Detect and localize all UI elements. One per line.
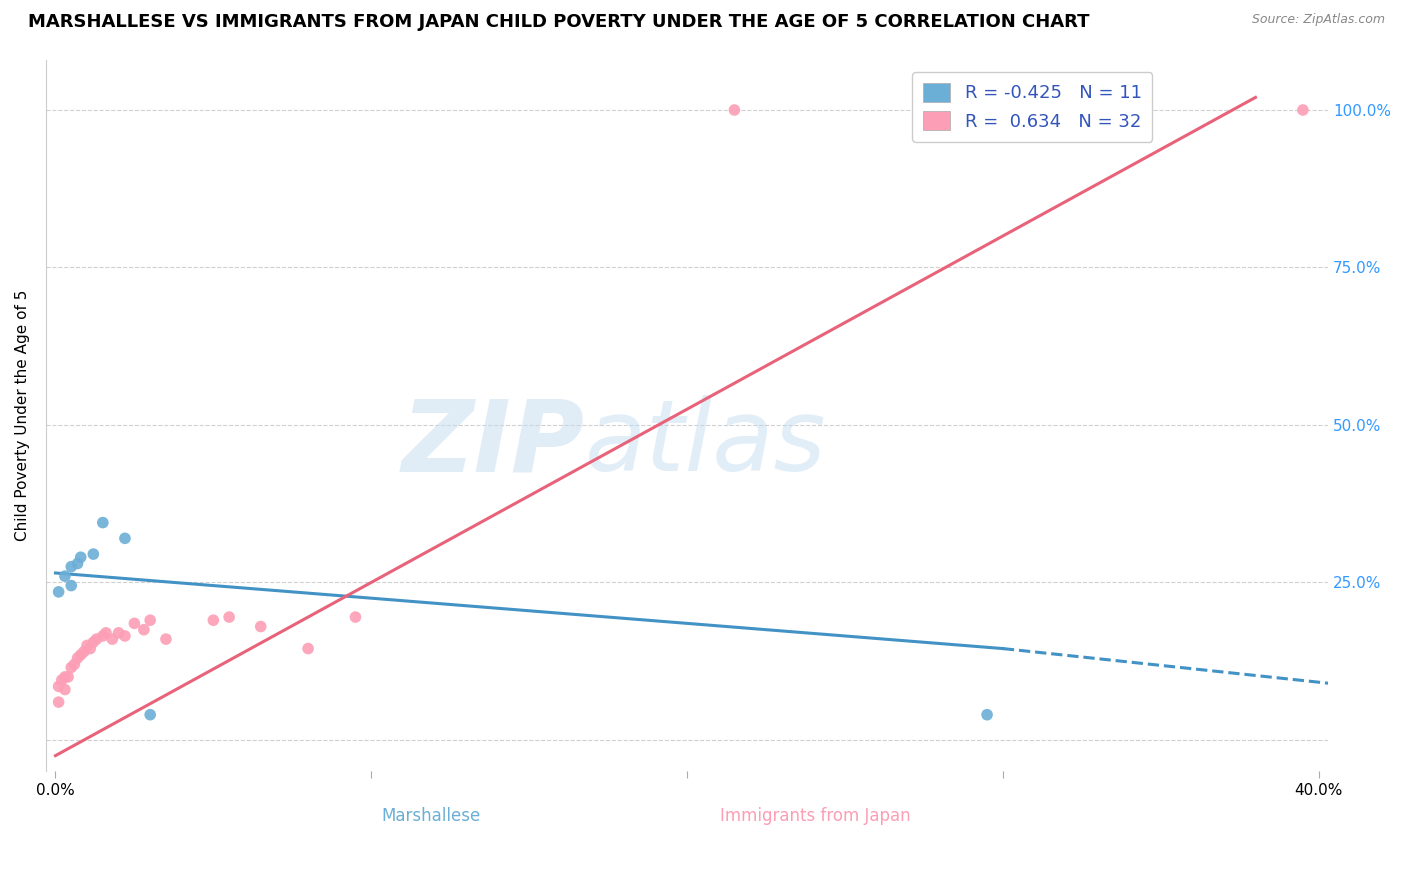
Point bbox=[79, 641, 101, 656]
Point bbox=[69, 648, 91, 662]
Point bbox=[60, 660, 83, 674]
Point bbox=[82, 635, 104, 649]
Point bbox=[155, 632, 177, 647]
Text: atlas: atlas bbox=[585, 395, 827, 492]
Point bbox=[976, 707, 998, 722]
Point bbox=[1024, 103, 1046, 117]
Point bbox=[73, 645, 96, 659]
Point bbox=[94, 625, 117, 640]
Point bbox=[51, 673, 73, 687]
Point bbox=[69, 550, 91, 565]
Point bbox=[56, 670, 79, 684]
Point bbox=[53, 682, 76, 697]
Legend: R = -0.425   N = 11, R =  0.634   N = 32: R = -0.425 N = 11, R = 0.634 N = 32 bbox=[912, 72, 1153, 142]
Point bbox=[218, 610, 240, 624]
Point bbox=[202, 613, 225, 627]
Point bbox=[53, 569, 76, 583]
Point bbox=[48, 679, 70, 693]
Point bbox=[139, 613, 162, 627]
Text: MARSHALLESE VS IMMIGRANTS FROM JAPAN CHILD POVERTY UNDER THE AGE OF 5 CORRELATIO: MARSHALLESE VS IMMIGRANTS FROM JAPAN CHI… bbox=[28, 13, 1090, 31]
Text: ZIP: ZIP bbox=[402, 395, 585, 492]
Point bbox=[76, 639, 98, 653]
Point bbox=[60, 578, 83, 592]
Point bbox=[48, 695, 70, 709]
Point bbox=[48, 585, 70, 599]
Point bbox=[124, 616, 146, 631]
Point bbox=[101, 632, 124, 647]
Point bbox=[66, 557, 89, 571]
Point bbox=[107, 625, 129, 640]
Point bbox=[297, 641, 319, 656]
Point bbox=[1292, 103, 1315, 117]
Point bbox=[91, 516, 114, 530]
Text: Marshallese: Marshallese bbox=[381, 807, 481, 825]
Point bbox=[53, 670, 76, 684]
Y-axis label: Child Poverty Under the Age of 5: Child Poverty Under the Age of 5 bbox=[15, 290, 30, 541]
Text: Source: ZipAtlas.com: Source: ZipAtlas.com bbox=[1251, 13, 1385, 27]
Point bbox=[139, 707, 162, 722]
Point bbox=[63, 657, 86, 672]
Point bbox=[723, 103, 745, 117]
Point bbox=[114, 532, 136, 546]
Point bbox=[132, 623, 155, 637]
Point bbox=[249, 619, 271, 633]
Point bbox=[91, 629, 114, 643]
Point bbox=[60, 559, 83, 574]
Point bbox=[66, 651, 89, 665]
Text: Immigrants from Japan: Immigrants from Japan bbox=[720, 807, 911, 825]
Point bbox=[344, 610, 367, 624]
Point bbox=[86, 632, 108, 647]
Point bbox=[114, 629, 136, 643]
Point bbox=[82, 547, 104, 561]
